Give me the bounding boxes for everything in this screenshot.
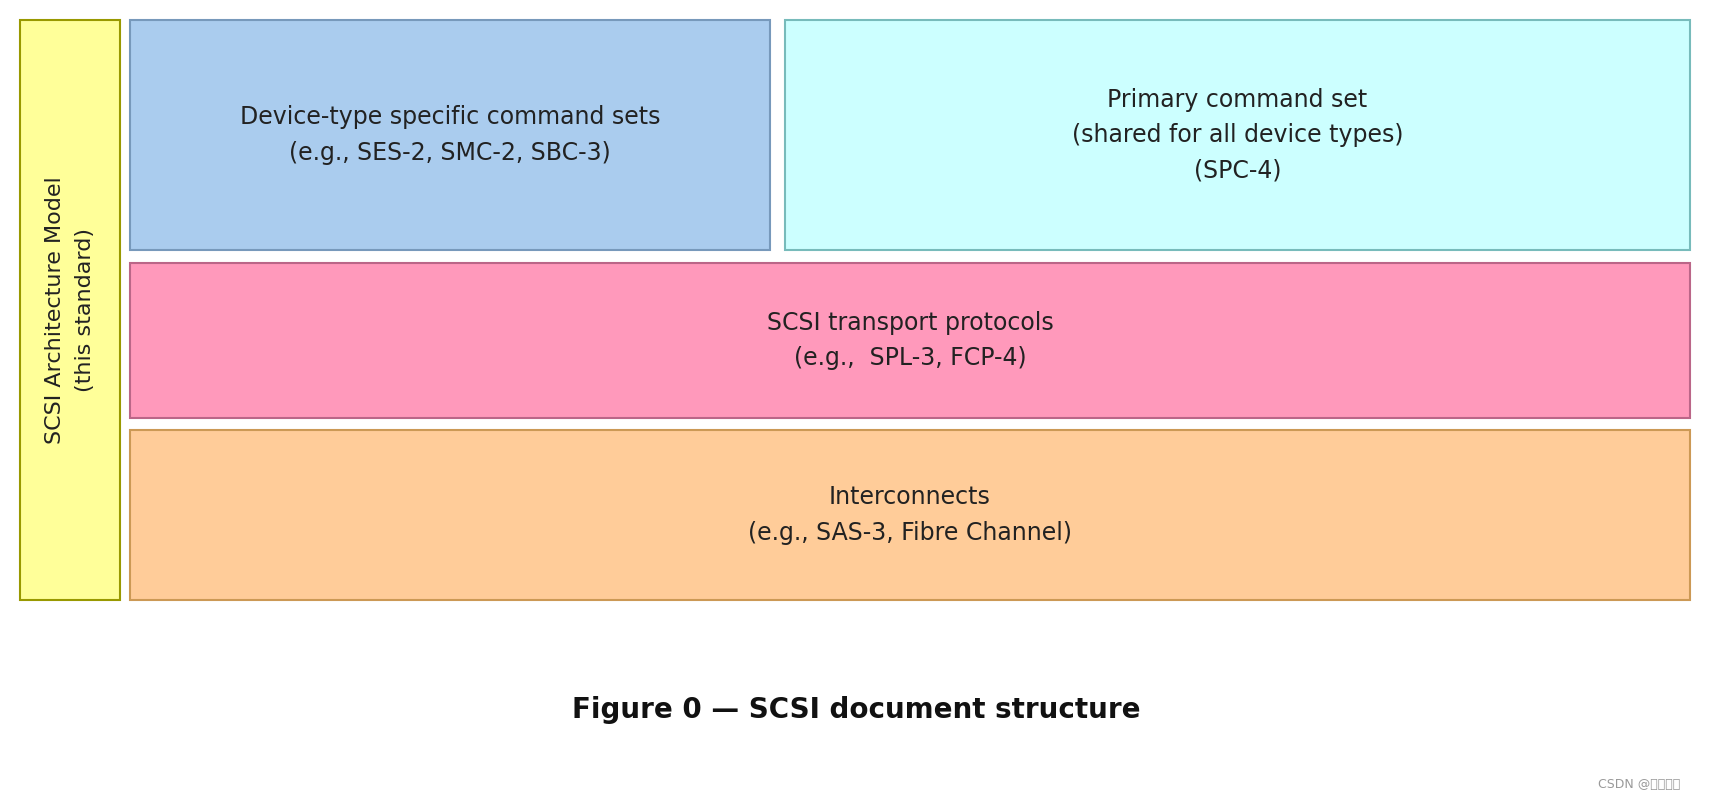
- FancyBboxPatch shape: [130, 20, 770, 250]
- Text: Figure 0 — SCSI document structure: Figure 0 — SCSI document structure: [572, 696, 1140, 724]
- Text: CSDN @浅夏沐若: CSDN @浅夏沐若: [1597, 778, 1679, 792]
- FancyBboxPatch shape: [130, 430, 1690, 600]
- Text: Device-type specific command sets
(e.g., SES-2, SMC-2, SBC-3): Device-type specific command sets (e.g.,…: [240, 105, 661, 165]
- FancyBboxPatch shape: [130, 263, 1690, 418]
- FancyBboxPatch shape: [786, 20, 1690, 250]
- Text: Primary command set
(shared for all device types)
(SPC-4): Primary command set (shared for all devi…: [1072, 87, 1404, 183]
- Text: Interconnects
(e.g., SAS-3, Fibre Channel): Interconnects (e.g., SAS-3, Fibre Channe…: [748, 486, 1072, 545]
- Text: SCSI transport protocols
(e.g.,  SPL-3, FCP-4): SCSI transport protocols (e.g., SPL-3, F…: [767, 311, 1053, 370]
- Text: SCSI Architecture Model
(this standard): SCSI Architecture Model (this standard): [45, 176, 94, 444]
- FancyBboxPatch shape: [21, 20, 120, 600]
